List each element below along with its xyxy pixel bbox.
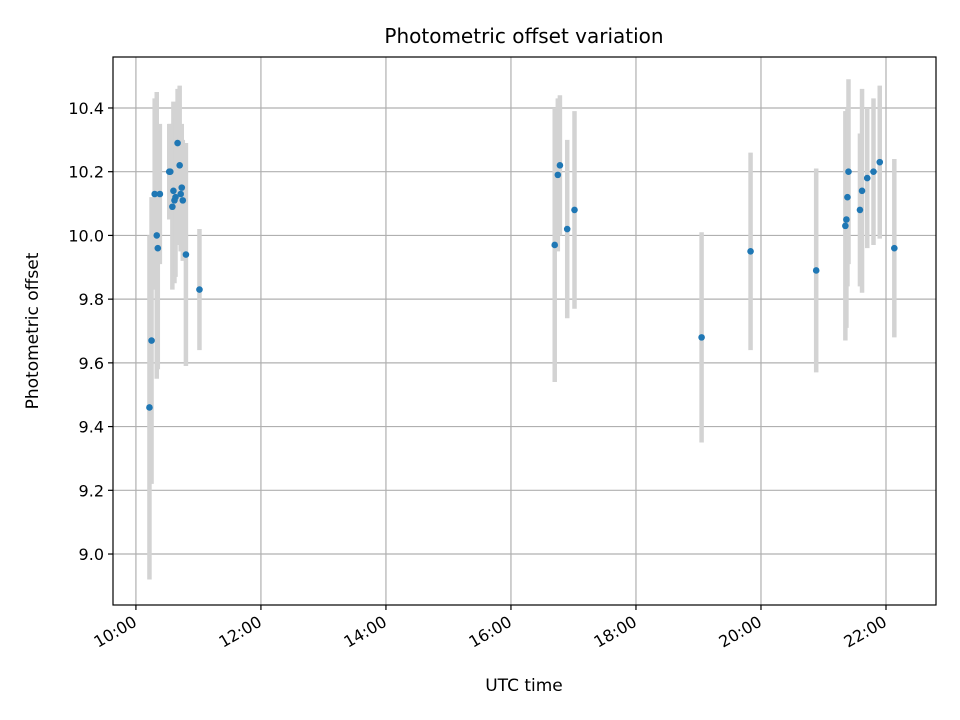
y-tick-label: 9.8 (79, 290, 104, 309)
data-point (812, 267, 820, 274)
data-point (146, 404, 153, 411)
y-tick-label: 9.2 (79, 481, 104, 500)
data-point (563, 225, 571, 233)
data-point (176, 162, 183, 169)
data-point (156, 190, 164, 198)
data-point (843, 216, 850, 223)
x-axis-label: UTC time (485, 676, 563, 696)
chart-title: Photometric offset variation (384, 24, 663, 48)
grid (113, 57, 936, 605)
data-point (182, 251, 190, 258)
y-tick-label: 9.0 (79, 545, 104, 564)
data-point (858, 187, 866, 195)
data-point (148, 337, 155, 344)
data-points (146, 139, 898, 411)
data-point (870, 168, 877, 175)
y-tick-label: 10.2 (68, 163, 104, 182)
data-point (172, 193, 179, 201)
data-point (747, 248, 754, 255)
data-point (166, 168, 174, 175)
data-point (196, 286, 203, 293)
data-point (174, 139, 181, 147)
data-point (551, 241, 559, 249)
data-point (151, 190, 158, 198)
data-point (170, 187, 177, 195)
data-point (169, 203, 176, 211)
y-tick-label: 9.6 (79, 354, 104, 373)
data-point (856, 206, 864, 214)
y-tick-label: 9.4 (79, 418, 104, 437)
data-point (863, 174, 871, 182)
data-point (177, 190, 185, 198)
y-axis-label: Photometric offset (23, 252, 43, 409)
data-point (556, 162, 564, 169)
plot-frame (112, 56, 937, 606)
data-point (178, 184, 186, 191)
data-point (844, 193, 851, 201)
data-point (554, 171, 562, 179)
data-point (698, 334, 705, 341)
data-point (571, 206, 578, 214)
y-tick-label: 10.4 (68, 99, 104, 118)
data-point (891, 244, 898, 252)
y-axis-ticks: 9.0 9.2 9.4 9.6 9.8 10.0 10.2 10.4 (68, 99, 113, 564)
y-tick-label: 10.0 (68, 226, 104, 245)
data-point (845, 168, 852, 175)
data-point (876, 158, 884, 166)
data-point (842, 222, 849, 230)
data-point (179, 197, 187, 204)
data-point (153, 232, 161, 239)
data-point (154, 244, 162, 252)
